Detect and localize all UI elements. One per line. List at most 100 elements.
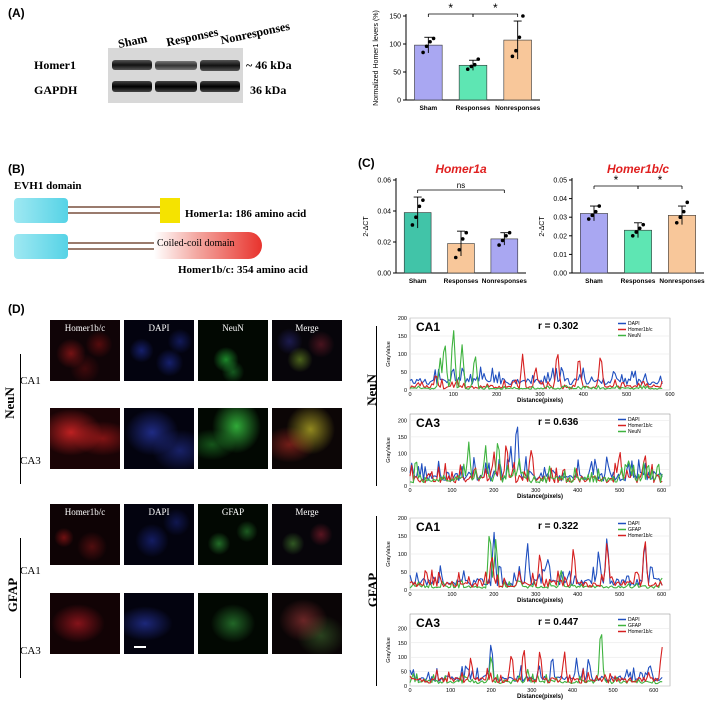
lane-label-responses: Responses (165, 24, 220, 50)
data-point (457, 247, 462, 252)
x-tick-label: 100 (447, 592, 456, 598)
lane-label-nonresponses: Nonresponses (219, 18, 292, 48)
bar-sham (580, 213, 608, 274)
tile-neun-ca3-merge (272, 408, 342, 469)
coiled-coil-label: Coiled-coil domain (157, 238, 235, 249)
tile-neun-ca1-dapi: DAPI (124, 320, 194, 381)
homer1a-linker-lower (68, 212, 160, 214)
significance-label: * (448, 1, 453, 15)
x-axis-label: Distance(pixels) (517, 494, 563, 500)
bar-nonresponses (668, 215, 696, 274)
header-homer1bc: Homer1b/c (64, 507, 106, 517)
region-title: CA3 (416, 416, 440, 430)
plot-area (409, 613, 671, 687)
legend-label: Homer1b/c (628, 327, 653, 333)
x-tick-label: 500 (615, 488, 624, 494)
y-tick-label: 50 (393, 70, 401, 77)
x-tick-label: 0 (408, 592, 411, 598)
series-line-homer1b-c (409, 647, 663, 684)
significance-label: * (493, 1, 498, 15)
homer1bc-length: Homer1b/c: 354 amino acid (178, 264, 308, 276)
data-point (460, 237, 465, 241)
x-axis-label: Distance(pixels) (517, 694, 563, 700)
western-blot: Sham Responses Nonresponses Homer1 GAPDH… (0, 0, 320, 120)
band-gapdh-responses (155, 81, 197, 92)
tile-gfap-ca1-gfap: GFAP (198, 504, 268, 565)
x-tick-label: 200 (489, 488, 498, 494)
header-merge: Merge (295, 507, 319, 517)
data-point (414, 215, 418, 219)
homer1bc-linker (68, 242, 154, 244)
y-tick-label: 0.04 (377, 209, 391, 216)
y-axis-label: 2-ΔCT (539, 216, 546, 237)
significance-label: * (614, 173, 619, 187)
microscopy-grid: NeuN GFAP CA1 CA3 CA1 CA3 Homer1b/c DAPI… (0, 312, 360, 706)
tile-neun-ca1-neun: NeuN (198, 320, 268, 381)
x-tick-label: 500 (615, 592, 624, 598)
data-point (500, 238, 505, 243)
data-point (521, 14, 525, 18)
panel-label-a: (A) (8, 6, 25, 20)
band-gapdh-sham (112, 81, 152, 92)
data-point (637, 226, 642, 231)
y-tick-label: 100 (398, 451, 407, 457)
x-tick-label: 200 (492, 392, 501, 398)
x-tick-label: 500 (622, 392, 631, 398)
x-tick-label: 0 (408, 488, 411, 494)
data-point (597, 204, 602, 208)
band-homer1-responses (155, 61, 197, 70)
y-tick-label: 50 (401, 468, 407, 474)
protein-homer1: Homer1 (34, 58, 76, 72)
legend-label: DAPI (628, 321, 640, 327)
panel-label-b: (B) (8, 162, 25, 176)
legend-label: GFAP (628, 527, 642, 533)
x-tick-label: 600 (657, 488, 666, 494)
line-profile-gfap-ca1: 0 50 100 150 200 0 100 200 300 400 500 600 Distance(… (386, 516, 671, 604)
chart-title: Homer1b/c (607, 162, 669, 176)
profile-group-label-gfap: GFAP (365, 572, 381, 608)
row-label-gfap-ca3: CA3 (20, 645, 41, 657)
coiled-coil-block (154, 232, 262, 259)
y-tick-label: 200 (398, 419, 407, 425)
data-point (421, 198, 425, 202)
x-tick-label: 400 (579, 392, 588, 398)
data-point (410, 223, 415, 227)
header-dapi: DAPI (148, 507, 170, 517)
data-point (634, 230, 639, 234)
header-merge: Merge (295, 323, 319, 333)
band-gapdh-nonresponses (200, 81, 240, 92)
y-tick-label: 0 (404, 388, 407, 394)
y-tick-label: 50 (401, 570, 407, 576)
x-tick-label: 300 (535, 392, 544, 398)
data-point (476, 57, 481, 61)
bar-chart-homer1bc: Homer1b/c 0.00 0.01 0.02 0.03 0.04 0.05 2-ΔCT Sh… (539, 162, 705, 285)
legend-label: NeuN (628, 429, 641, 435)
tile-neun-ca3-dapi (124, 408, 194, 469)
x-tick-label: Sham (585, 278, 603, 285)
y-tick-label: 0 (404, 588, 407, 594)
x-tick-label: 200 (489, 592, 498, 598)
tile-gfap-ca1-homer: Homer1b/c (50, 504, 120, 565)
tile-gfap-ca3-gfap (198, 593, 268, 654)
header-neun: NeuN (222, 323, 244, 333)
data-point (586, 217, 591, 221)
data-point (678, 215, 683, 219)
homer1a-linker (68, 206, 160, 208)
significance-label: ns (457, 181, 465, 190)
y-tick-label: 0.04 (553, 196, 567, 203)
evh1-domain-label: EVH1 domain (14, 180, 82, 192)
bar-sham (414, 44, 443, 101)
data-point (685, 200, 690, 205)
y-tick-label: 200 (398, 626, 407, 632)
x-tick-label: 300 (531, 592, 540, 598)
y-tick-label: 50 (401, 370, 407, 376)
x-tick-label: Sham (419, 105, 437, 112)
x-tick-label: Nonresponses (659, 278, 705, 285)
y-tick-label: 150 (389, 14, 401, 21)
x-tick-label: 0 (408, 688, 411, 694)
data-point (472, 62, 477, 67)
scale-bar (134, 646, 146, 648)
y-tick-label: 100 (398, 352, 407, 358)
tile-neun-ca1-homer: Homer1b/c (50, 320, 120, 381)
size-gapdh: 36 kDa (250, 83, 287, 97)
